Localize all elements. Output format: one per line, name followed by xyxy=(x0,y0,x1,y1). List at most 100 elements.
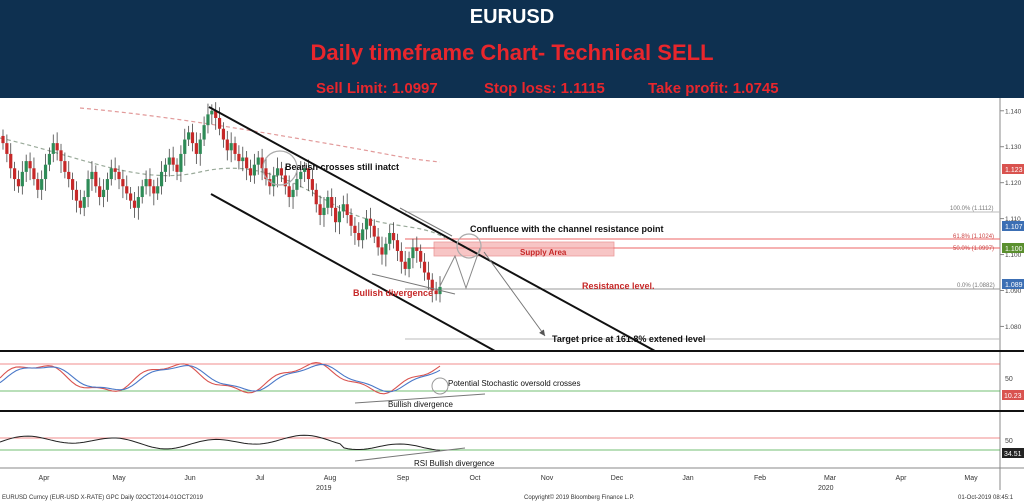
stoch-divergence-line xyxy=(354,393,486,404)
candle-body xyxy=(426,272,430,280)
y-tick-label: 1.080 xyxy=(1005,324,1022,331)
candle-body xyxy=(337,211,342,223)
stoch-divergence-label: Bullish divergence xyxy=(388,400,453,409)
candle-body xyxy=(407,258,411,269)
y-tick-label: 1.100 xyxy=(1005,252,1022,259)
confluence-arrow xyxy=(399,207,453,237)
candle-body xyxy=(32,168,36,180)
candle-body xyxy=(368,218,372,226)
x-tick-label: Sep xyxy=(397,475,410,482)
sell-limit-label: Sell Limit: 1.0997 xyxy=(316,80,438,97)
candle-body xyxy=(9,153,13,169)
candle-body xyxy=(256,157,260,165)
year-2019-label: 2019 xyxy=(316,485,332,492)
fib-label-100: 100.0% (1.1112) xyxy=(950,206,993,212)
candle-body xyxy=(136,197,140,208)
candle-body xyxy=(179,153,183,172)
candle-body xyxy=(51,143,55,154)
candle-body xyxy=(194,143,198,154)
rsi-tick-50: 50 xyxy=(1005,438,1013,445)
candle-body xyxy=(113,168,117,172)
candle-body xyxy=(272,175,276,187)
candle-body xyxy=(214,110,218,118)
rsi-badge xyxy=(1002,448,1024,458)
supply-area-label: Supply Area xyxy=(520,248,567,257)
x-tick-label: Oct xyxy=(470,475,481,482)
candle-body xyxy=(175,164,179,172)
x-tick-label: Mar xyxy=(824,475,837,482)
confluence-label: Confluence with the channel resistance p… xyxy=(470,224,664,234)
bullish-divergence-price-label: Bullish divergence xyxy=(353,288,433,298)
candle-body xyxy=(314,189,318,205)
candle-body xyxy=(279,168,284,176)
candle-body xyxy=(388,232,392,244)
moving-average-200 xyxy=(79,107,441,163)
candle-body xyxy=(349,215,353,226)
candle-body xyxy=(357,232,361,241)
stoch-badge-text: 10.23 xyxy=(1004,393,1022,400)
stoch-tick-50: 50 xyxy=(1005,376,1013,383)
candle-body xyxy=(78,200,82,208)
candle-body xyxy=(415,247,419,251)
candle-body xyxy=(303,168,307,172)
candle-body xyxy=(101,189,106,198)
x-axis-ticks: Apr May Jun Jul Aug Sep Oct Nov Dec Jan Feb Mar Apr M… xyxy=(39,475,979,482)
candle-body xyxy=(372,225,376,237)
candle-body xyxy=(361,229,365,241)
candle-body xyxy=(148,179,152,187)
price-badge-4-text: 1.089 xyxy=(1005,282,1023,289)
candle-body xyxy=(391,232,396,241)
x-tick-label: Dec xyxy=(611,475,624,482)
candle-body xyxy=(403,261,407,269)
candle-body xyxy=(210,110,214,115)
bearish-crosses-label: Bearish crosses still inatct xyxy=(285,162,399,172)
candle-body xyxy=(43,164,48,180)
candle-body xyxy=(5,143,9,154)
candle-body xyxy=(167,157,171,165)
candle-body xyxy=(221,128,226,140)
candle-body xyxy=(399,250,403,262)
stoch-cross-circle xyxy=(431,377,449,395)
timestamp-label: 01-Oct-2019 08:45:1 xyxy=(958,495,1014,501)
candle-body xyxy=(202,125,206,140)
x-tick-label: May xyxy=(964,475,978,482)
candle-body xyxy=(306,168,311,180)
candle-body xyxy=(74,189,79,201)
candle-body xyxy=(82,197,86,208)
y-tick-label: 1.090 xyxy=(1005,288,1022,295)
candle-body xyxy=(384,243,388,255)
candle-body xyxy=(20,171,24,187)
stoch-cross-label: Potential Stochastic oversold crosses xyxy=(448,379,581,388)
channel-lower-line xyxy=(210,193,496,352)
fib-label-50: 50.0% (1.0997) xyxy=(953,246,994,252)
candle-body xyxy=(94,171,98,187)
candle-body xyxy=(318,204,322,216)
rsi-badge-text: 34.51 xyxy=(1004,451,1022,458)
candle-body xyxy=(237,153,241,162)
candle-body xyxy=(86,179,90,198)
candle-body xyxy=(430,279,434,291)
rsi-divergence-line xyxy=(354,447,466,462)
candle-body xyxy=(217,117,222,129)
copyright-label: Copyright© 2019 Bloomberg Finance L.P. xyxy=(524,494,635,501)
candle-body xyxy=(341,204,345,212)
fib-label-0: 0.0% (1.0882) xyxy=(957,283,995,289)
price-badge-4 xyxy=(1002,279,1024,289)
x-tick-label: Feb xyxy=(754,475,766,482)
candle-body xyxy=(90,171,94,180)
candle-body xyxy=(28,161,32,169)
candle-body xyxy=(295,179,299,190)
candle-body xyxy=(198,139,202,154)
take-profit-label: Take profit: 1.0745 xyxy=(648,80,779,97)
rsi-divergence-label: RSI Bullish divergence xyxy=(414,459,495,468)
x-tick-label: Nov xyxy=(541,475,554,482)
candle-body xyxy=(105,179,110,190)
candle-body xyxy=(326,197,330,208)
candle-body xyxy=(299,171,303,180)
target-price-label: Target price at 161.8% extened level xyxy=(552,334,705,344)
candle-body xyxy=(264,168,268,180)
candle-body xyxy=(434,290,438,295)
candle-body xyxy=(98,186,102,198)
candle-body xyxy=(241,157,245,162)
candle-body xyxy=(395,240,400,251)
